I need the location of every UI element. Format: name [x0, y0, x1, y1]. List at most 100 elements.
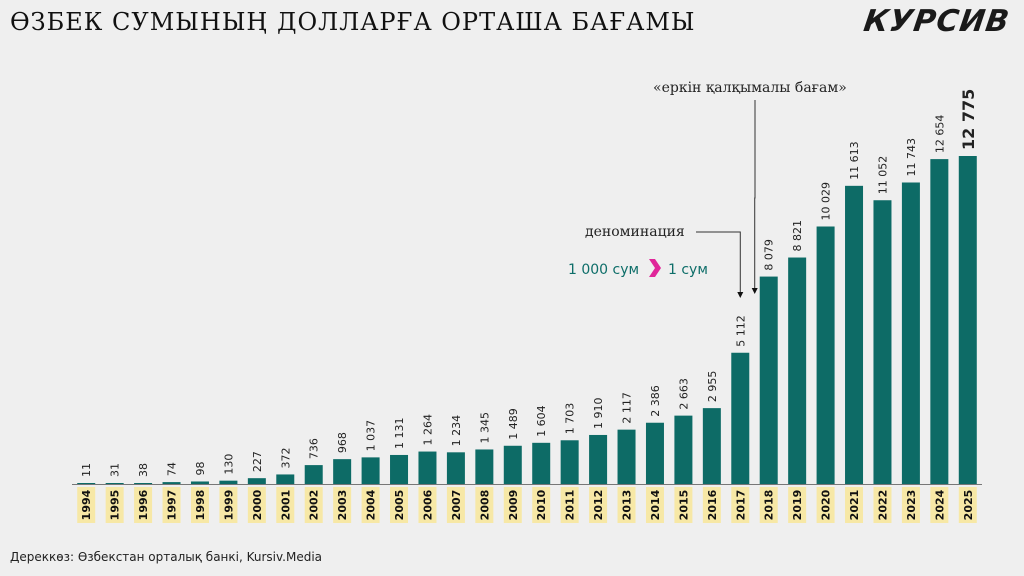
bar-2012: [589, 434, 608, 484]
denomination-leader-line: [696, 231, 741, 292]
bar-1995: [105, 483, 124, 484]
value-label-2005: 1 131: [393, 417, 406, 449]
bars-layer: 1994 11 1995 31 1996 38 1997 74 1998 98 1999 130 200…: [72, 89, 982, 523]
year-label-2015: 2015: [677, 490, 690, 521]
year-label-2006: 2006: [421, 489, 434, 520]
bar-2006: [418, 451, 437, 484]
year-label-2012: 2012: [592, 490, 605, 521]
bar-2017: [731, 352, 750, 484]
year-label-bg-2024: [930, 487, 949, 523]
year-label-bg-2016: [702, 487, 721, 523]
bar-2020: [816, 226, 835, 484]
year-label-bg-2025: [958, 487, 977, 523]
year-label-2023: 2023: [905, 490, 918, 521]
year-label-1997: 1997: [166, 490, 179, 521]
value-label-2010: 1 604: [535, 405, 548, 437]
year-label-2024: 2024: [933, 489, 946, 520]
year-label-1999: 1999: [222, 490, 235, 521]
value-label-2018: 8 079: [763, 239, 776, 271]
value-label-1997: 74: [166, 462, 179, 476]
value-label-1994: 11: [80, 463, 93, 477]
year-label-bg-2002: [304, 487, 323, 523]
bar-1994: [77, 483, 96, 484]
year-label-bg-2009: [503, 487, 522, 523]
year-label-2016: 2016: [706, 489, 719, 520]
bar-2014: [645, 422, 664, 484]
chevron-right-icon: [649, 259, 661, 277]
value-label-2021: 11 613: [848, 141, 861, 180]
year-label-bg-2020: [816, 487, 835, 523]
year-label-2004: 2004: [365, 489, 378, 520]
free-float-arrowhead: [751, 288, 758, 294]
bar-2000: [247, 478, 266, 484]
year-label-1996: 1996: [137, 489, 150, 520]
year-label-2001: 2001: [279, 490, 292, 521]
year-label-2013: 2013: [621, 490, 634, 521]
year-label-bg-1997: [162, 487, 181, 523]
value-label-2008: 1 345: [478, 412, 491, 444]
year-label-2020: 2020: [820, 489, 833, 520]
bar-2008: [475, 449, 494, 484]
value-label-2017: 5 112: [734, 315, 747, 347]
year-label-2005: 2005: [393, 490, 406, 521]
year-label-2008: 2008: [478, 490, 491, 521]
year-label-2022: 2022: [876, 490, 889, 521]
year-label-bg-2022: [873, 487, 892, 523]
value-label-1999: 130: [222, 454, 235, 475]
year-label-bg-2017: [731, 487, 750, 523]
value-label-2009: 1 489: [507, 408, 520, 440]
value-label-1995: 31: [109, 463, 122, 477]
bar-2004: [361, 457, 380, 484]
value-label-2024: 12 654: [933, 115, 946, 154]
value-label-1998: 98: [194, 461, 207, 475]
chart-title: ӨЗБЕК СУМЫНЫҢ ДОЛЛАРҒА ОРТАША БАҒАМЫ: [10, 8, 696, 36]
bar-2007: [446, 452, 465, 484]
value-label-2022: 11 052: [876, 156, 889, 195]
year-label-bg-2013: [617, 487, 636, 523]
year-label-bg-2011: [560, 487, 579, 523]
bar-2010: [532, 442, 551, 484]
bar-1996: [134, 483, 153, 484]
bar-2016: [702, 408, 721, 484]
year-label-2014: 2014: [649, 489, 662, 520]
bar-2024: [930, 159, 949, 484]
value-label-2001: 372: [279, 447, 292, 468]
year-label-bg-1996: [134, 487, 153, 523]
year-label-2011: 2011: [564, 490, 577, 521]
value-label-2023: 11 743: [905, 138, 918, 177]
year-label-bg-1995: [105, 487, 124, 523]
bar-2019: [788, 257, 807, 484]
value-label-1996: 38: [137, 463, 150, 477]
denomination-from: 1 000 сум: [568, 262, 640, 278]
year-label-bg-2021: [845, 487, 864, 523]
year-label-bg-2001: [276, 487, 295, 523]
year-label-2002: 2002: [308, 490, 321, 521]
year-label-bg-1994: [77, 487, 96, 523]
value-label-2025: 12 775: [959, 89, 978, 150]
value-label-2011: 1 703: [564, 403, 577, 435]
value-label-2004: 1 037: [365, 420, 378, 452]
year-label-2003: 2003: [336, 490, 349, 521]
year-label-1995: 1995: [109, 490, 122, 521]
year-label-2017: 2017: [734, 490, 747, 521]
year-label-2025: 2025: [962, 490, 975, 521]
annotation-lines: [696, 100, 758, 298]
year-label-bg-2010: [532, 487, 551, 523]
year-label-2007: 2007: [450, 490, 463, 521]
value-label-2014: 2 386: [649, 385, 662, 417]
year-label-bg-2019: [788, 487, 807, 523]
year-label-bg-2003: [333, 487, 352, 523]
value-label-2012: 1 910: [592, 397, 605, 429]
year-label-2018: 2018: [763, 490, 776, 521]
bar-2003: [333, 459, 352, 484]
value-label-2020: 10 029: [820, 182, 833, 221]
value-label-2003: 968: [336, 432, 349, 453]
year-label-2021: 2021: [848, 490, 861, 521]
year-label-bg-2018: [759, 487, 778, 523]
value-label-2000: 227: [251, 451, 264, 472]
bar-2021: [845, 185, 864, 484]
year-label-2000: 2000: [251, 489, 264, 520]
free-float-annotation: «еркін қалқымалы бағам»: [653, 80, 847, 96]
year-label-bg-2015: [674, 487, 693, 523]
